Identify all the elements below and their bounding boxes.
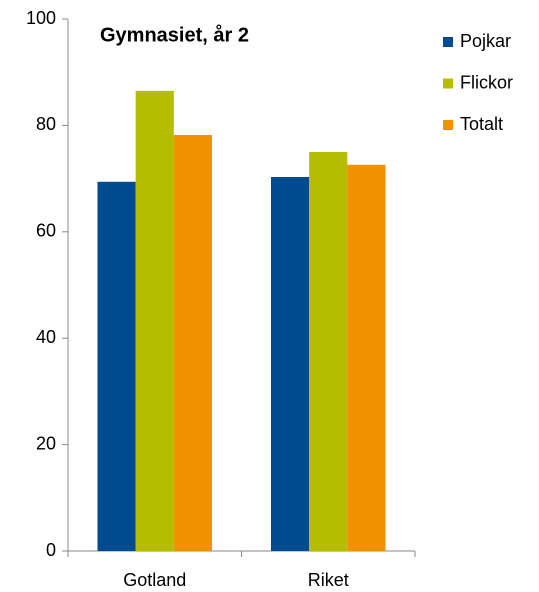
y-tick-label: 60	[36, 221, 56, 241]
legend-swatch	[443, 37, 453, 47]
y-tick-label: 80	[36, 114, 56, 134]
x-tick-label: Riket	[308, 570, 349, 590]
bar	[173, 134, 213, 551]
legend-swatch	[443, 120, 453, 130]
y-tick-label: 40	[36, 327, 56, 347]
x-tick-label: Gotland	[123, 570, 186, 590]
y-tick-label: 20	[36, 433, 56, 453]
bar	[270, 177, 310, 551]
chart-title: Gymnasiet, år 2	[100, 23, 249, 46]
legend-label: Flickor	[460, 72, 513, 92]
bar	[347, 164, 386, 551]
y-tick-label: 100	[26, 8, 56, 28]
bar	[135, 90, 174, 551]
bar	[309, 152, 348, 551]
legend-label: Totalt	[460, 114, 503, 134]
bar	[97, 181, 136, 552]
legend-label: Pojkar	[460, 31, 511, 51]
legend-swatch	[443, 78, 453, 89]
y-tick-label: 0	[46, 540, 56, 560]
